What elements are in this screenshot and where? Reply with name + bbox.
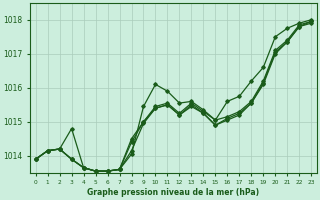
X-axis label: Graphe pression niveau de la mer (hPa): Graphe pression niveau de la mer (hPa) [87, 188, 260, 197]
